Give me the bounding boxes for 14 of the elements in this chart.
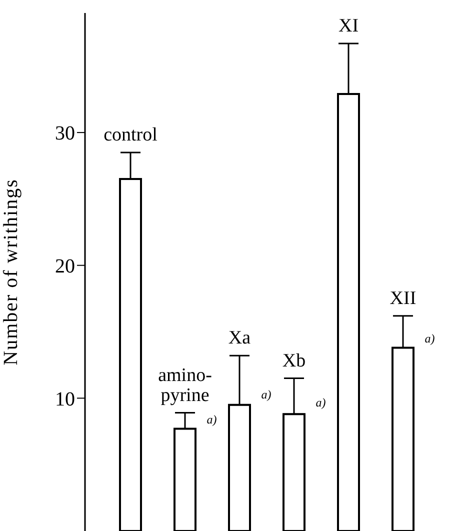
x-tick-label: Xb xyxy=(282,350,306,372)
y-tick-label: 20 xyxy=(55,255,75,278)
annotation: a) xyxy=(424,332,435,346)
annotation: a) xyxy=(206,412,217,427)
x-tick-label: XII xyxy=(390,288,416,309)
x-tick-label: XI xyxy=(338,16,359,37)
y-tick-label: 10 xyxy=(55,388,75,410)
x-tick-label: control xyxy=(104,124,158,146)
y-tick-label: 30 xyxy=(55,122,75,145)
annotation: a) xyxy=(261,387,272,402)
x-tick-label: amino- pyrine xyxy=(158,364,212,406)
x-tick-label: Xa xyxy=(228,328,252,349)
annotation: a) xyxy=(316,395,326,410)
y-axis-title: Number of writhings xyxy=(0,178,22,366)
